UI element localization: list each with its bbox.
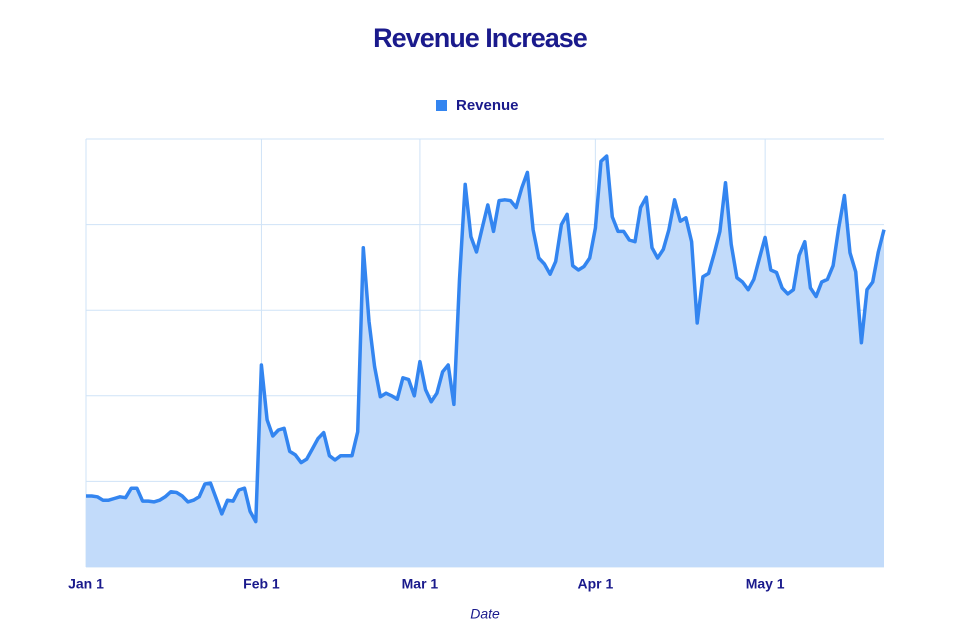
area <box>86 156 884 567</box>
x-tick-label: Feb 1 <box>243 576 280 592</box>
x-tick-label: May 1 <box>746 576 785 592</box>
x-axis-label: Date <box>470 606 500 622</box>
chart-title: Revenue Increase <box>373 23 588 53</box>
line <box>86 154 886 524</box>
x-tick-label: Apr 1 <box>577 576 613 592</box>
legend-swatch <box>436 100 447 111</box>
legend-label: Revenue <box>456 97 519 114</box>
x-tick-label: Jan 1 <box>68 576 104 592</box>
x-tick-label: Mar 1 <box>402 576 439 592</box>
